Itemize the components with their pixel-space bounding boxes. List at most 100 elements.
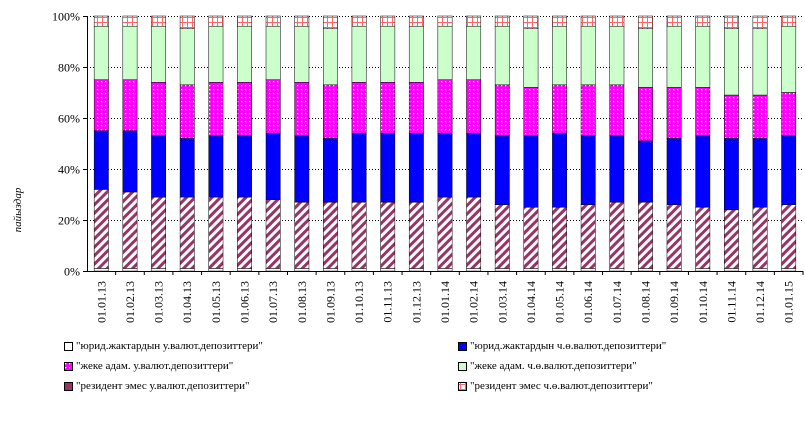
bar-segment xyxy=(323,138,338,203)
x-tick-label: 01.05.13 xyxy=(209,281,223,323)
bar-segment xyxy=(380,133,396,203)
bar-segment xyxy=(523,135,539,208)
bar-segment xyxy=(93,268,109,272)
legend-swatch xyxy=(458,381,467,391)
x-tick-label: 01.04.13 xyxy=(180,281,194,323)
x-tick-label: 01.01.14 xyxy=(438,281,452,323)
y-tick-label: 80% xyxy=(58,61,80,75)
bar-segment xyxy=(122,25,138,80)
x-tick-label: 01.08.14 xyxy=(638,281,652,323)
bar-segment xyxy=(151,196,167,269)
legend-item: "резидент эмес ч.ө.валют.депозиттери" xyxy=(458,380,653,392)
bar-segment xyxy=(265,25,281,80)
bar-segment xyxy=(494,204,510,269)
bar-segment xyxy=(781,135,797,205)
bar-segment xyxy=(437,15,453,27)
bar-segment xyxy=(752,15,768,29)
bar-segment xyxy=(323,84,338,139)
bar-segment xyxy=(380,268,396,272)
bar-segment xyxy=(294,268,310,272)
bar-segment xyxy=(609,15,625,27)
bar-segment xyxy=(466,25,482,80)
bar-segment xyxy=(265,199,281,269)
bar-segment xyxy=(265,79,281,134)
bar-segment xyxy=(93,25,109,80)
legend-label: "резидент эмес ч.ө.валют.депозиттери" xyxy=(470,380,653,392)
bar-segment xyxy=(93,130,109,190)
bar-segment xyxy=(179,138,195,198)
bar-segment xyxy=(695,15,711,27)
bar-segment xyxy=(151,82,167,137)
bar-segment xyxy=(723,94,739,139)
bar-segment xyxy=(781,15,797,27)
bar-segment xyxy=(552,268,567,272)
bar-segment xyxy=(638,87,653,142)
x-tick-label: 01.08.13 xyxy=(295,281,309,323)
bar-segment xyxy=(408,25,424,83)
bar-segment xyxy=(437,133,453,198)
y-axis-title: пайыздар xyxy=(8,150,28,270)
legend-label: "жеке адам. ч.ө.валют.депозиттери" xyxy=(470,360,637,372)
x-tick-label: 01.09.13 xyxy=(323,281,337,323)
legend: "юрид.жактардын у.валют.депозиттери" "же… xyxy=(64,340,784,400)
x-tick-label: 01.03.14 xyxy=(495,281,509,323)
bar-segment xyxy=(208,135,224,198)
bar-segment xyxy=(265,268,281,272)
x-tick-label: 01.01.13 xyxy=(94,281,108,323)
bar-segment xyxy=(351,133,367,203)
bar-segment xyxy=(122,130,138,193)
bar-segment xyxy=(781,25,797,93)
bar-segment xyxy=(723,28,739,96)
bar-segment xyxy=(638,15,653,29)
bar-segment xyxy=(666,138,682,205)
bar-segment xyxy=(294,82,310,137)
bar-segment xyxy=(695,25,711,88)
bar-segment xyxy=(638,201,653,269)
bar-segment xyxy=(265,133,281,200)
legend-item: "резидент эмес у.валют.депозиттери" xyxy=(64,380,249,392)
bar-segment xyxy=(437,196,453,269)
bar-segment xyxy=(552,84,567,134)
x-tick-label: 01.11.14 xyxy=(724,281,738,323)
x-tick-label: 01.06.14 xyxy=(581,281,595,323)
bar-segment xyxy=(351,201,367,269)
x-tick-label: 01.03.13 xyxy=(152,281,166,323)
bar-segment xyxy=(609,135,625,203)
legend-swatch xyxy=(64,341,73,351)
x-tick-label: 01.10.13 xyxy=(352,281,366,323)
bar-segment xyxy=(523,268,539,272)
bar-segment xyxy=(723,138,739,211)
bar-segment xyxy=(208,25,224,83)
bar-segment xyxy=(237,25,252,83)
legend-label: "резидент эмес у.валют.депозиттери" xyxy=(76,380,250,392)
bar-segment xyxy=(93,189,109,269)
bar-segment xyxy=(609,25,625,86)
bar-segment xyxy=(151,15,167,27)
bar-segment xyxy=(609,84,625,137)
bar-segment xyxy=(294,135,310,203)
bar-segment xyxy=(638,28,653,88)
bar-segment xyxy=(494,268,510,272)
bar-segment xyxy=(151,268,167,272)
bar-segment xyxy=(237,268,252,272)
bar-segment xyxy=(638,140,653,203)
bar-segment xyxy=(609,268,625,272)
legend-swatch xyxy=(458,361,467,371)
bar-segment xyxy=(380,201,396,269)
bar-segment xyxy=(752,28,768,96)
bar-segment xyxy=(552,25,567,86)
bar-segment xyxy=(523,87,539,137)
bar-segment xyxy=(723,209,739,269)
bar-segment xyxy=(323,268,338,272)
x-tick-label: 01.09.14 xyxy=(667,281,681,323)
x-tick-label: 01.06.13 xyxy=(238,281,252,323)
bar-segment xyxy=(351,268,367,272)
bar-segment xyxy=(179,268,195,272)
bar-segment xyxy=(437,25,453,80)
bar-segment xyxy=(237,135,252,198)
bar-segment xyxy=(580,204,596,269)
bar-segment xyxy=(666,25,682,88)
bar-segment xyxy=(380,15,396,27)
x-tick-label: 01.05.14 xyxy=(553,281,567,323)
